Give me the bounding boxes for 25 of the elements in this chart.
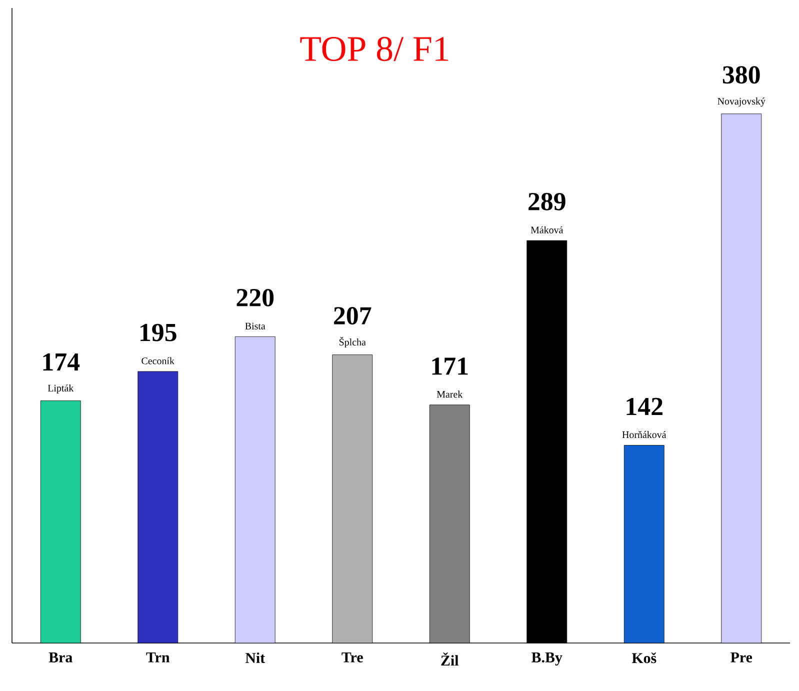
x-tick-label: Bra	[48, 652, 72, 662]
data-label: 171	[432, 358, 468, 375]
x-tick-label: B.By	[532, 652, 562, 666]
annotation: Novajovský	[718, 98, 766, 107]
chart-title: TOP 8/ F1	[300, 36, 448, 62]
x-tick-label: Pre	[730, 652, 752, 662]
data-label: 142	[626, 398, 662, 416]
annotation: Máková	[530, 226, 564, 234]
data-label: 195	[140, 324, 176, 342]
data-label: 207	[334, 307, 372, 325]
x-tick-label: Koš	[632, 652, 656, 664]
annotation: Ceconík	[142, 357, 174, 364]
data-label: 174	[43, 353, 80, 370]
annotation: Horňáková	[622, 431, 666, 438]
annotation: Marek	[436, 390, 463, 398]
x-tick-label: Žil	[441, 652, 459, 666]
x-tick-label: Tre	[342, 652, 363, 662]
annotation: Lipták	[48, 384, 74, 394]
data-label: 380	[722, 66, 760, 84]
x-tick-label: Trn	[146, 652, 170, 662]
data-label: 289	[528, 192, 566, 210]
x-tick-label: Nit	[245, 652, 266, 664]
annotation: Šplcha	[339, 336, 366, 348]
annotation: Bista	[245, 322, 266, 330]
data-label: 220	[236, 288, 274, 306]
